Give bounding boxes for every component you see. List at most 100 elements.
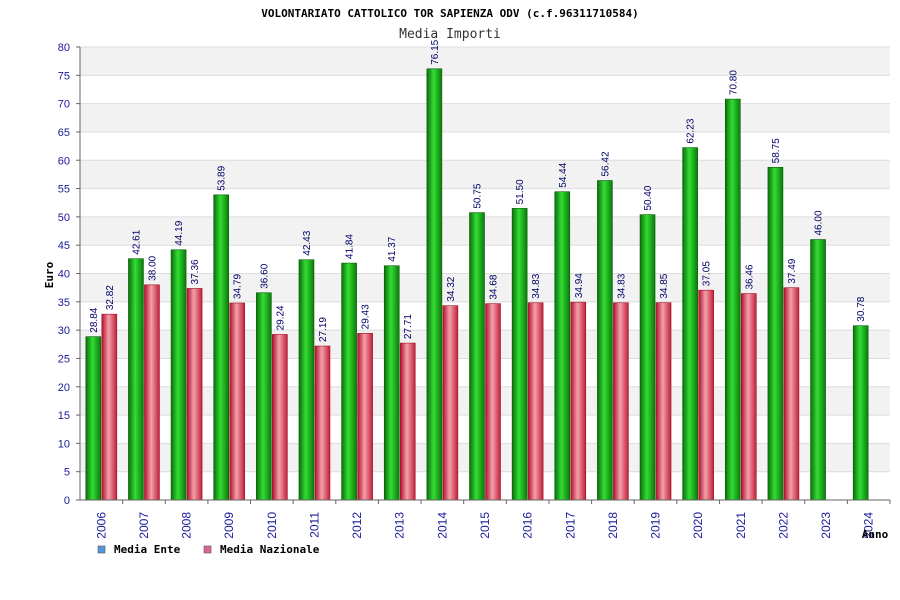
data-label: 70.80 (728, 70, 739, 95)
bar-media-ente (383, 265, 400, 501)
data-label: 37.36 (190, 259, 201, 284)
y-tick-label: 20 (58, 382, 70, 394)
legend-swatch-media-ente (97, 545, 106, 554)
x-tick-label: 2024 (862, 512, 876, 539)
data-label: 76.15 (430, 39, 441, 64)
x-axis-label: Anno (862, 528, 889, 541)
y-tick-label: 0 (64, 495, 70, 507)
bar-media-ente (256, 292, 272, 501)
y-tick-label: 50 (58, 212, 70, 224)
bar-media-nazionale (698, 289, 714, 501)
bar-media-nazionale (101, 313, 118, 501)
bar-media-ente (852, 325, 869, 501)
data-label: 46.00 (814, 210, 825, 235)
grid-band (80, 103, 890, 132)
data-label: 50.40 (643, 185, 654, 210)
y-tick-label: 45 (58, 240, 70, 252)
y-tick-label: 60 (58, 155, 70, 167)
y-tick-label: 5 (64, 467, 70, 479)
data-label: 27.71 (403, 314, 414, 339)
data-label: 41.84 (345, 234, 356, 259)
y-axis-label: Euro (43, 261, 56, 288)
bar-media-ente (85, 336, 102, 501)
bar-media-ente (724, 98, 741, 501)
bar-media-nazionale (783, 287, 800, 501)
value-labels: 28.84 32.82 42.61 38.00 44.19 37.36 53.89 34.79… (89, 39, 867, 342)
bar-media-ente (767, 167, 784, 501)
data-label: 34.94 (574, 273, 585, 298)
x-tick-label: 2010 (265, 512, 279, 539)
x-tick-label: 2018 (606, 512, 620, 539)
y-tick-label: 10 (58, 438, 70, 450)
bar-media-ente (682, 147, 698, 501)
data-label: 58.75 (771, 138, 782, 163)
bar-media-nazionale (186, 288, 203, 501)
bar-media-ente (511, 208, 528, 501)
y-tick-label: 75 (58, 70, 70, 82)
data-label: 34.85 (659, 273, 670, 298)
data-label: 44.19 (174, 220, 185, 245)
bar-media-nazionale (144, 284, 160, 501)
data-label: 38.00 (147, 255, 158, 280)
bar-media-ente (170, 249, 187, 501)
data-label: 34.79 (233, 274, 244, 299)
y-tick-label: 35 (58, 297, 70, 309)
y-tick-label: 30 (58, 325, 70, 337)
data-label: 36.46 (744, 264, 755, 289)
data-label: 27.19 (318, 317, 329, 342)
bar-media-nazionale (314, 345, 331, 501)
x-tick-label: 2023 (819, 512, 833, 539)
data-label: 36.60 (259, 263, 270, 288)
bar-media-ente (639, 214, 656, 501)
legend-label-media-nazionale: Media Nazionale (220, 543, 320, 556)
data-label: 28.84 (89, 307, 100, 332)
data-label: 30.78 (856, 296, 867, 321)
x-tick-label: 2022 (776, 512, 790, 539)
x-tick-label: 2013 (393, 512, 407, 539)
data-label: 42.43 (302, 230, 313, 255)
y-axis-ticks: 0 5 10 15 20 25 30 35 40 45 50 55 60 65 70 75 80 (58, 42, 80, 507)
data-label: 29.43 (361, 304, 372, 329)
data-label: 34.83 (616, 273, 627, 298)
y-tick-label: 65 (58, 127, 70, 139)
bar-media-nazionale (442, 305, 459, 501)
x-tick-label: 2015 (478, 512, 492, 539)
bar-media-ente (554, 191, 571, 501)
data-label: 51.50 (515, 179, 526, 204)
x-tick-label: 2011 (307, 512, 321, 538)
x-axis-ticks: 2006 2007 2008 2009 2010 2011 2012 2013 2014 2015… (94, 500, 891, 539)
bar-media-nazionale (485, 303, 501, 501)
data-label: 42.61 (131, 229, 142, 254)
x-tick-label: 2012 (350, 512, 364, 539)
x-tick-label: 2008 (180, 512, 194, 539)
data-label: 56.42 (600, 151, 611, 176)
data-label: 53.89 (217, 165, 228, 190)
bars (85, 68, 869, 501)
x-tick-label: 2006 (94, 512, 108, 539)
legend-label-media-ente: Media Ente (114, 543, 181, 556)
grid-band (80, 47, 890, 76)
bar-media-nazionale (357, 333, 373, 501)
bar-media-ente (810, 239, 826, 501)
chart-title: VOLONTARIATO CATTOLICO TOR SAPIENZA ODV … (261, 7, 639, 20)
data-label: 50.75 (473, 183, 484, 208)
bar-media-nazionale (527, 302, 544, 501)
bar-media-ente (298, 259, 315, 501)
x-tick-label: 2019 (649, 512, 663, 539)
grid-band (80, 160, 890, 189)
y-tick-label: 70 (58, 99, 70, 111)
bar-media-nazionale (655, 302, 672, 501)
data-label: 34.68 (489, 274, 500, 299)
bar-media-nazionale (399, 342, 416, 501)
bar-media-ente (128, 258, 144, 501)
y-tick-label: 55 (58, 184, 70, 196)
data-label: 37.49 (787, 258, 798, 283)
legend-swatch-media-nazionale (203, 545, 212, 554)
bar-media-ente (341, 262, 357, 501)
data-label: 34.83 (531, 273, 542, 298)
x-tick-label: 2021 (734, 512, 748, 539)
data-label: 29.24 (275, 305, 286, 330)
bar-media-nazionale (740, 293, 757, 501)
bar-media-nazionale (570, 301, 587, 501)
